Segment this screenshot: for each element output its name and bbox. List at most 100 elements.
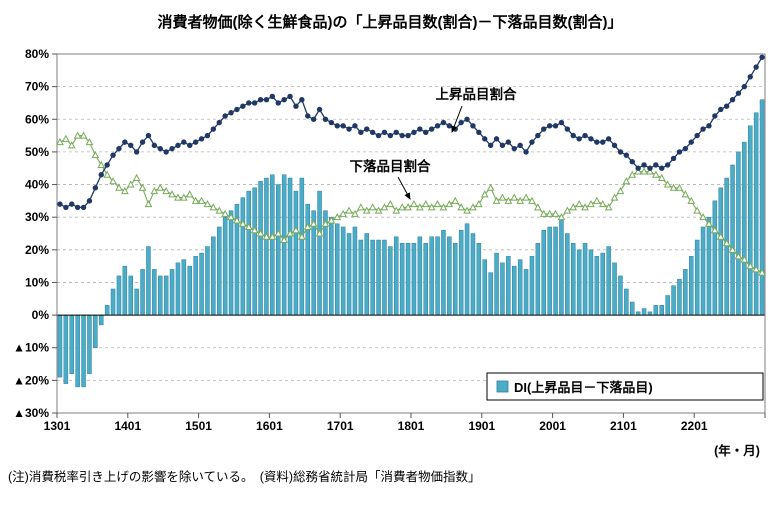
- rise-marker: [133, 149, 140, 155]
- di-bar: [264, 177, 269, 316]
- rise-marker: [517, 142, 523, 149]
- fall-marker: [333, 213, 342, 221]
- rise-marker: [69, 201, 75, 207]
- rise-marker: [588, 136, 594, 142]
- fall-marker: [752, 265, 760, 273]
- rise-marker: [694, 132, 700, 139]
- rise-marker: [346, 126, 352, 132]
- fall-marker: [469, 203, 477, 211]
- fall-marker: [410, 199, 418, 208]
- di-bar: [104, 305, 110, 316]
- rise-line-series: [57, 54, 765, 211]
- rise-marker: [594, 139, 600, 145]
- x-tick-label: 1401: [114, 419, 141, 433]
- rise-marker: [175, 142, 181, 149]
- fall-marker: [534, 203, 542, 211]
- fall-marker: [539, 209, 548, 217]
- fall-marker: [97, 160, 106, 168]
- fall-marker: [439, 203, 448, 211]
- di-bar: [382, 239, 387, 316]
- fall-marker: [711, 226, 719, 234]
- rise-marker: [535, 132, 541, 139]
- rise-marker: [122, 139, 128, 145]
- di-bar: [606, 246, 611, 316]
- fall-marker: [268, 232, 277, 240]
- fall-marker: [705, 219, 713, 227]
- di-bar: [370, 239, 375, 316]
- rise-marker: [293, 103, 299, 109]
- rise-marker: [529, 139, 535, 145]
- rise-marker: [558, 119, 565, 126]
- di-bar: [476, 243, 482, 316]
- rise-marker: [222, 113, 228, 119]
- fall-marker: [463, 206, 471, 214]
- fall-marker: [475, 199, 483, 208]
- fall-marker: [758, 268, 766, 276]
- di-bar: [299, 177, 305, 316]
- rise-marker: [405, 132, 411, 139]
- fall-marker: [56, 137, 64, 146]
- di-bar: [759, 99, 765, 316]
- fall-marker: [144, 199, 153, 208]
- fall-marker: [73, 131, 82, 139]
- fall-marker: [327, 216, 336, 224]
- rise-marker: [340, 123, 346, 129]
- rise-marker: [564, 126, 571, 132]
- rise-marker: [98, 172, 104, 178]
- fall-marker: [622, 177, 631, 185]
- rise-marker: [104, 162, 110, 168]
- di-bar: [618, 275, 623, 316]
- rise-marker: [151, 142, 158, 149]
- y-tick-label: 30%: [25, 210, 49, 224]
- di-bar: [211, 236, 216, 316]
- legend-box: [486, 372, 764, 401]
- fall-marker: [303, 222, 312, 230]
- di-bar: [152, 269, 157, 316]
- fall-marker: [121, 186, 129, 195]
- di-bar: [582, 243, 588, 316]
- rise-marker: [423, 129, 429, 136]
- fall-marker: [675, 183, 684, 191]
- fall-marker: [162, 186, 170, 195]
- fall-marker: [663, 180, 672, 188]
- fall-marker: [451, 196, 460, 204]
- di-bar: [500, 262, 505, 316]
- di-bar: [270, 174, 275, 316]
- fall-marker: [215, 206, 224, 214]
- fall-marker: [91, 151, 100, 159]
- fall-marker: [728, 245, 737, 253]
- fall-marker: [298, 232, 306, 240]
- di-bar: [93, 314, 98, 348]
- fall-marker: [610, 193, 619, 201]
- di-bar: [240, 197, 246, 316]
- fall-marker: [722, 239, 731, 247]
- di-bar: [730, 164, 735, 316]
- rise-marker: [487, 142, 494, 149]
- di-bar: [559, 220, 564, 316]
- fall-marker: [504, 196, 513, 204]
- fall-marker: [280, 235, 288, 244]
- fall-marker: [598, 199, 607, 208]
- fall-marker: [716, 232, 725, 240]
- rise-marker: [157, 145, 163, 152]
- fall-marker: [227, 213, 235, 221]
- fall-marker: [740, 255, 749, 263]
- rise-annotation-label: 上昇品目割合: [436, 86, 517, 102]
- di-bar: [352, 226, 358, 316]
- fall-marker: [221, 209, 229, 217]
- di-bar: [576, 249, 582, 316]
- rise-marker: [128, 142, 134, 149]
- di-bar: [706, 216, 712, 316]
- rise-marker: [86, 198, 93, 204]
- di-bar: [629, 301, 635, 316]
- fall-marker: [421, 199, 430, 208]
- rise-marker: [399, 132, 405, 139]
- fall-marker: [274, 229, 283, 237]
- di-bar: [594, 256, 600, 316]
- di-bar: [193, 256, 198, 316]
- y-tick-label: 10%: [25, 275, 49, 289]
- di-bar: [464, 223, 470, 316]
- chart-title: 消費者物価(除く生鮮食品)の「上昇品目数(割合)－下落品目数(割合)」: [157, 14, 623, 31]
- fall-marker: [652, 170, 660, 178]
- fall-marker: [256, 229, 265, 237]
